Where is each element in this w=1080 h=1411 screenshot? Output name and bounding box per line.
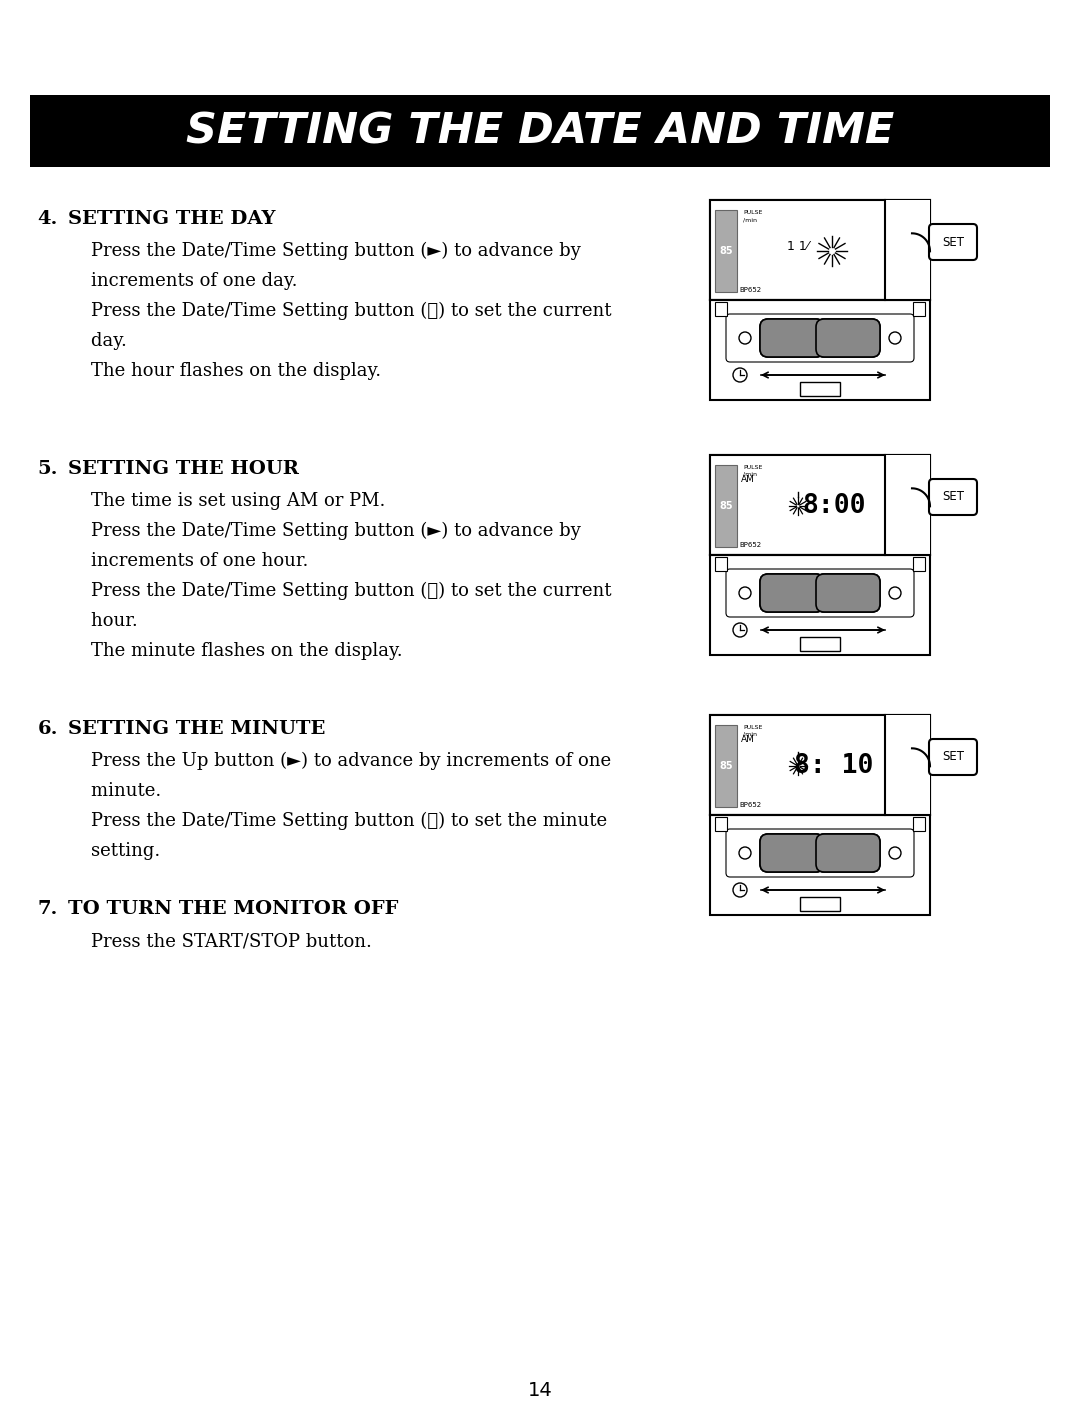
- Text: /min: /min: [743, 473, 757, 477]
- FancyBboxPatch shape: [726, 569, 914, 617]
- Text: The time is set using AM or PM.: The time is set using AM or PM.: [68, 492, 386, 509]
- FancyBboxPatch shape: [816, 574, 880, 612]
- Text: SETTING THE MINUTE: SETTING THE MINUTE: [68, 720, 325, 738]
- FancyBboxPatch shape: [710, 200, 930, 301]
- Text: SETTING THE DAY: SETTING THE DAY: [68, 210, 275, 229]
- Bar: [913, 817, 924, 831]
- Text: Press the Date/Time Setting button (►) to advance by: Press the Date/Time Setting button (►) t…: [68, 522, 581, 540]
- Text: 4.: 4.: [38, 210, 58, 229]
- Bar: [710, 200, 930, 301]
- FancyBboxPatch shape: [710, 454, 930, 555]
- Text: PULSE: PULSE: [743, 725, 762, 729]
- FancyBboxPatch shape: [760, 319, 824, 357]
- Bar: [715, 725, 737, 807]
- Text: hour.: hour.: [68, 612, 138, 629]
- Text: /min: /min: [743, 217, 757, 222]
- Text: PULSE: PULSE: [743, 210, 762, 214]
- FancyBboxPatch shape: [929, 739, 977, 775]
- Bar: [885, 715, 930, 816]
- Text: 85: 85: [719, 761, 733, 770]
- Text: Press the START/STOP button.: Press the START/STOP button.: [68, 933, 372, 950]
- Bar: [30, 95, 1050, 166]
- FancyBboxPatch shape: [710, 816, 930, 914]
- Text: BP652: BP652: [739, 286, 761, 293]
- FancyBboxPatch shape: [816, 574, 880, 612]
- Bar: [713, 461, 885, 552]
- Text: 6.: 6.: [38, 720, 58, 738]
- Text: BP652: BP652: [739, 801, 761, 809]
- Text: increments of one hour.: increments of one hour.: [68, 552, 309, 570]
- FancyBboxPatch shape: [816, 834, 880, 872]
- Text: setting.: setting.: [68, 842, 160, 859]
- FancyBboxPatch shape: [726, 830, 914, 878]
- Bar: [913, 557, 924, 571]
- FancyBboxPatch shape: [726, 315, 914, 363]
- Bar: [715, 557, 727, 571]
- Text: /min: /min: [743, 732, 757, 737]
- Text: SETTING THE DATE AND TIME: SETTING THE DATE AND TIME: [186, 110, 894, 152]
- Text: 85: 85: [719, 246, 733, 255]
- Text: TO TURN THE MONITOR OFF: TO TURN THE MONITOR OFF: [68, 900, 399, 919]
- FancyBboxPatch shape: [816, 319, 880, 357]
- FancyBboxPatch shape: [760, 574, 824, 612]
- Text: 7.: 7.: [38, 900, 58, 919]
- Text: SET: SET: [942, 491, 964, 504]
- Text: increments of one day.: increments of one day.: [68, 272, 297, 291]
- Bar: [800, 636, 840, 650]
- Bar: [713, 206, 885, 296]
- Text: Press the Up button (►) to advance by increments of one: Press the Up button (►) to advance by in…: [68, 752, 611, 770]
- Text: AM: AM: [741, 476, 755, 484]
- Text: 1 1⁄: 1 1⁄: [787, 240, 809, 254]
- FancyBboxPatch shape: [710, 555, 930, 655]
- Bar: [715, 302, 727, 316]
- Bar: [713, 721, 885, 811]
- Bar: [715, 466, 737, 547]
- FancyBboxPatch shape: [760, 574, 824, 612]
- FancyBboxPatch shape: [760, 319, 824, 357]
- Bar: [885, 200, 930, 301]
- Bar: [913, 302, 924, 316]
- Text: Press the Date/Time Setting button (►) to advance by: Press the Date/Time Setting button (►) t…: [68, 243, 581, 260]
- Text: PULSE: PULSE: [743, 466, 762, 470]
- Text: SET: SET: [942, 236, 964, 248]
- Bar: [715, 817, 727, 831]
- Bar: [800, 382, 840, 396]
- FancyBboxPatch shape: [816, 834, 880, 872]
- Text: The hour flashes on the display.: The hour flashes on the display.: [68, 363, 381, 380]
- Text: 85: 85: [719, 501, 733, 511]
- Text: AM: AM: [741, 735, 755, 744]
- Text: The minute flashes on the display.: The minute flashes on the display.: [68, 642, 403, 660]
- Text: 5.: 5.: [38, 460, 58, 478]
- Bar: [710, 715, 930, 816]
- FancyBboxPatch shape: [710, 301, 930, 399]
- FancyBboxPatch shape: [760, 834, 824, 872]
- Bar: [800, 897, 840, 912]
- Text: 8: 10: 8: 10: [794, 753, 874, 779]
- Text: 14: 14: [528, 1380, 552, 1400]
- Text: day.: day.: [68, 332, 126, 350]
- FancyBboxPatch shape: [929, 478, 977, 515]
- FancyBboxPatch shape: [929, 224, 977, 260]
- Text: SET: SET: [942, 751, 964, 763]
- Text: Press the Date/Time Setting button (⏲) to set the minute: Press the Date/Time Setting button (⏲) t…: [68, 811, 607, 830]
- Text: BP652: BP652: [739, 542, 761, 547]
- Text: Press the Date/Time Setting button (⏲) to set the current: Press the Date/Time Setting button (⏲) t…: [68, 581, 611, 600]
- Bar: [715, 210, 737, 292]
- FancyBboxPatch shape: [760, 834, 824, 872]
- Text: minute.: minute.: [68, 782, 161, 800]
- Text: SETTING THE HOUR: SETTING THE HOUR: [68, 460, 299, 478]
- Text: 8:00: 8:00: [802, 492, 866, 519]
- FancyBboxPatch shape: [816, 319, 880, 357]
- Bar: [885, 454, 930, 555]
- Text: Press the Date/Time Setting button (⏲) to set the current: Press the Date/Time Setting button (⏲) t…: [68, 302, 611, 320]
- FancyBboxPatch shape: [710, 715, 930, 816]
- Bar: [710, 454, 930, 555]
